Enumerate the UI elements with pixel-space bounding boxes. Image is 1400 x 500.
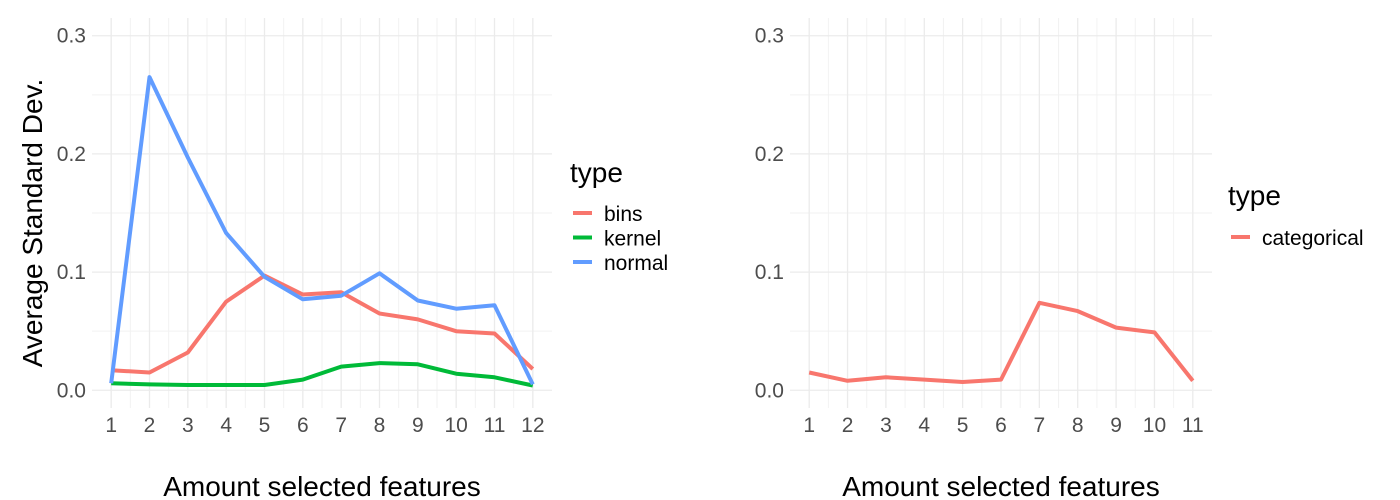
- legend-title: type: [1228, 180, 1281, 211]
- x-tick-label: 6: [995, 414, 1007, 437]
- x-tick-label: 5: [259, 414, 271, 437]
- series-line-kernel: [111, 361, 534, 388]
- series-line-normal: [109, 75, 535, 386]
- gridlines: [790, 18, 1212, 408]
- y-tick-label: 0.1: [57, 261, 86, 284]
- legend-label-kernel: kernel: [604, 228, 661, 251]
- legend-label-normal: normal: [604, 252, 668, 275]
- y-tick-label: 0.2: [57, 143, 86, 166]
- legend-label-bins: bins: [604, 203, 643, 226]
- x-tick-label: 3: [182, 414, 194, 437]
- x-tick-label: 12: [521, 414, 544, 437]
- x-tick-label: 7: [1034, 414, 1046, 437]
- x-tick-label: 1: [105, 414, 117, 437]
- x-tick-label: 3: [880, 414, 892, 437]
- right-chart: 0.0 0.1 0.2 0.3 1 2 3 4 5 6 7 8 9 10 11 Amount selected…: [755, 18, 1364, 500]
- x-tick-label: 1: [803, 414, 815, 437]
- x-tick-label: 6: [297, 414, 309, 437]
- x-tick-label: 9: [412, 414, 424, 437]
- y-tick-label: 0.3: [755, 25, 784, 48]
- y-tick-label: 0.1: [755, 261, 784, 284]
- x-tick-label: 11: [484, 414, 506, 437]
- series-line-bins: [111, 273, 535, 375]
- y-tick-label: 0.3: [57, 25, 86, 48]
- x-tick-label: 4: [220, 414, 232, 437]
- legend: type categorical: [1228, 180, 1364, 250]
- y-tick-label: 0.2: [755, 143, 784, 166]
- series-line-categorical: [808, 300, 1195, 384]
- x-tick-label: 7: [335, 414, 347, 437]
- y-axis-title: Average Standard Dev.: [17, 79, 48, 367]
- x-tick-label: 9: [1110, 414, 1122, 437]
- legend-label-categorical: categorical: [1262, 227, 1364, 250]
- y-tick-label: 0.0: [755, 379, 784, 402]
- x-tick-label: 10: [444, 414, 467, 437]
- y-tick-label: 0.0: [57, 379, 86, 402]
- x-tick-label: 2: [842, 414, 854, 437]
- legend-title: type: [570, 157, 623, 188]
- x-axis-title: Amount selected features: [842, 471, 1160, 500]
- x-tick-label: 8: [1072, 414, 1084, 437]
- x-tick-label: 4: [918, 414, 930, 437]
- x-tick-label: 8: [374, 414, 386, 437]
- x-tick-label: 11: [1182, 414, 1204, 437]
- x-tick-label: 10: [1143, 414, 1166, 437]
- x-tick-label: 5: [957, 414, 969, 437]
- gridlines: [92, 18, 552, 408]
- x-tick-label: 2: [144, 414, 156, 437]
- x-axis-title: Amount selected features: [163, 471, 481, 500]
